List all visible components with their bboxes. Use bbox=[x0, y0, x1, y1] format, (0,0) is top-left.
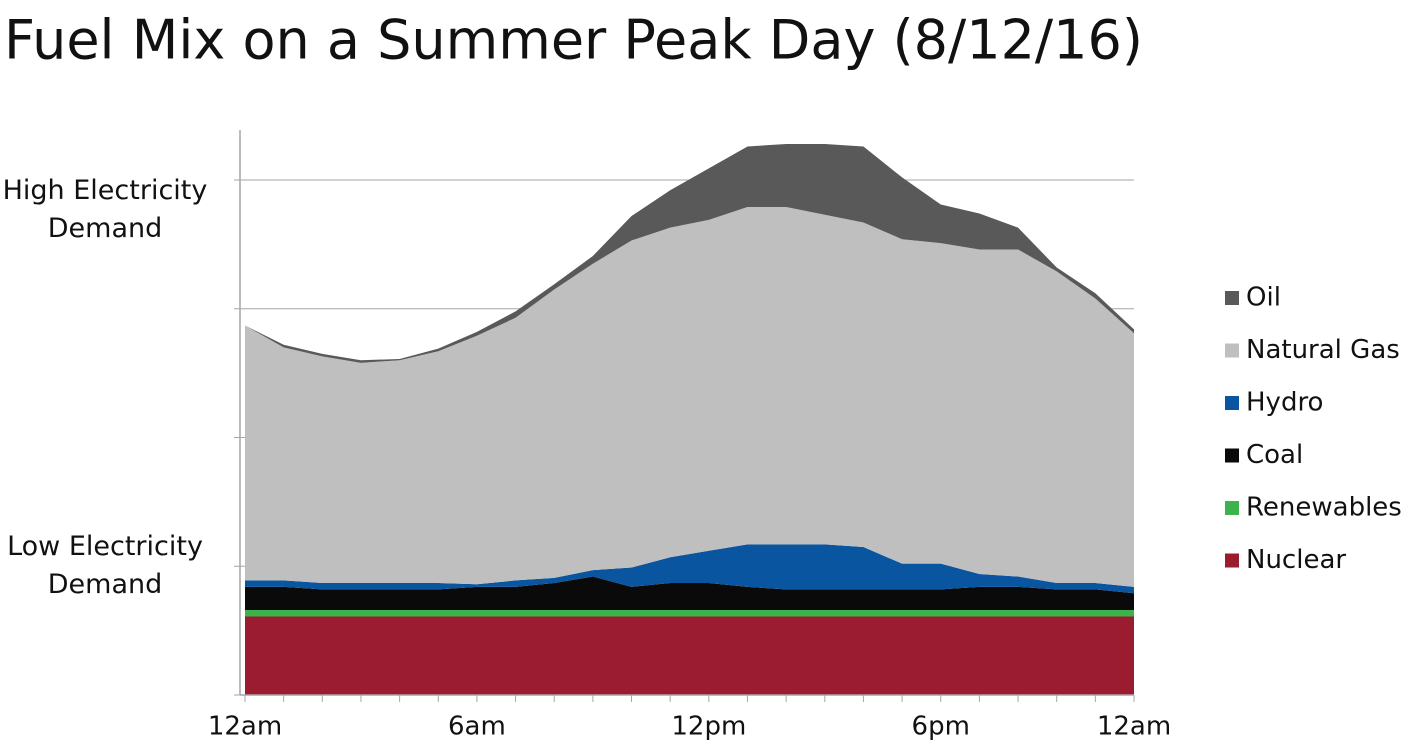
legend-swatch bbox=[1225, 448, 1239, 463]
legend-swatch bbox=[1225, 343, 1239, 358]
y-tick-label: Low Electricity Demand bbox=[7, 531, 203, 601]
area bbox=[245, 207, 1134, 587]
area bbox=[245, 576, 1134, 611]
legend-label: Nuclear bbox=[1246, 545, 1346, 575]
y-tick-label: High Electricity Demand bbox=[2, 175, 208, 244]
x-tick-label: 12am bbox=[1097, 712, 1171, 742]
legend-label: Renewables bbox=[1246, 493, 1402, 523]
legend-swatch bbox=[1225, 553, 1239, 568]
x-tick-label: 12am bbox=[208, 712, 282, 742]
legend-label: Hydro bbox=[1246, 388, 1323, 418]
legend-swatch bbox=[1225, 501, 1239, 515]
area bbox=[245, 610, 1134, 617]
legend-swatch bbox=[1225, 291, 1239, 305]
legend-label: Oil bbox=[1246, 283, 1281, 313]
x-tick-label: 6pm bbox=[912, 712, 970, 742]
legend-label: Coal bbox=[1246, 440, 1303, 470]
area bbox=[245, 544, 1134, 594]
legend-label: Natural Gas bbox=[1246, 335, 1400, 365]
x-tick-label: 12pm bbox=[671, 712, 746, 742]
area bbox=[245, 616, 1134, 695]
legend-swatch bbox=[1225, 396, 1239, 410]
chart-title: Fuel Mix on a Summer Peak Day (8/12/16) bbox=[4, 9, 1143, 72]
area bbox=[245, 143, 1134, 363]
x-tick-label: 6am bbox=[448, 712, 506, 742]
